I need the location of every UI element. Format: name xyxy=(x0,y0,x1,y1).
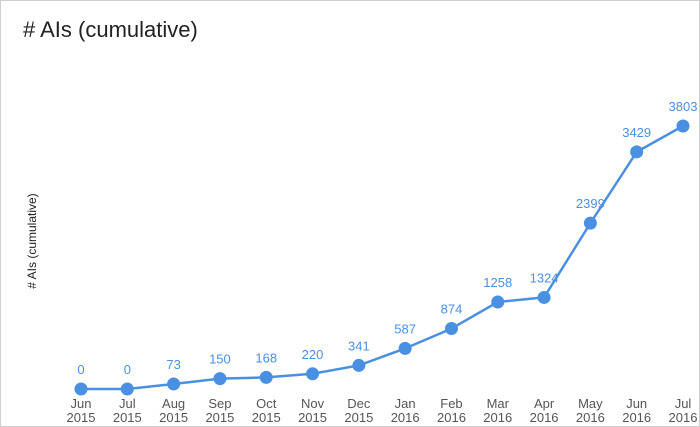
data-point xyxy=(583,216,597,230)
x-tick-label-year: 2015 xyxy=(159,410,188,425)
data-label: 1258 xyxy=(483,275,512,290)
x-tick-label-year: 2016 xyxy=(391,410,420,425)
x-tick-label-month: Jul xyxy=(675,396,692,411)
data-label: 0 xyxy=(77,362,84,377)
data-point xyxy=(676,119,690,133)
x-tick-label-year: 2015 xyxy=(205,410,234,425)
data-label: 3429 xyxy=(622,125,651,140)
x-tick-label-month: Apr xyxy=(534,396,555,411)
data-point xyxy=(167,377,181,391)
data-label: 168 xyxy=(255,350,277,365)
data-point xyxy=(352,358,366,372)
data-point xyxy=(630,145,644,159)
x-tick-label-month: Sep xyxy=(208,396,231,411)
x-tick-label-year: 2016 xyxy=(437,410,466,425)
data-point xyxy=(213,372,227,386)
x-tick-label-month: Oct xyxy=(256,396,277,411)
data-label: 1324 xyxy=(530,270,559,285)
data-label: 3803 xyxy=(669,99,698,114)
x-tick-label-month: Jan xyxy=(395,396,416,411)
x-tick-label-year: 2015 xyxy=(298,410,327,425)
data-label: 341 xyxy=(348,338,370,353)
x-tick-label-month: Dec xyxy=(347,396,371,411)
x-tick-label-month: Jul xyxy=(119,396,136,411)
data-point xyxy=(120,382,134,396)
x-tick-label-month: May xyxy=(578,396,603,411)
data-point xyxy=(491,295,505,309)
x-tick-label-month: Nov xyxy=(301,396,325,411)
plot-area: 0Jun20150Jul201573Aug2015150Sep2015168Oc… xyxy=(67,99,698,425)
series-line xyxy=(81,124,684,391)
y-axis-label: # AIs (cumulative) xyxy=(25,193,39,288)
x-tick-label-year: 2016 xyxy=(669,410,698,425)
data-point xyxy=(259,370,273,384)
data-label: 220 xyxy=(302,347,324,362)
data-label: 0 xyxy=(124,362,131,377)
data-point xyxy=(537,290,551,304)
x-tick-label-year: 2016 xyxy=(530,410,559,425)
data-label: 874 xyxy=(441,302,463,317)
data-label: 2399 xyxy=(576,196,605,211)
x-tick-label-year: 2016 xyxy=(622,410,651,425)
data-point xyxy=(444,322,458,336)
x-tick-label-month: Jun xyxy=(71,396,92,411)
x-tick-label-year: 2016 xyxy=(483,410,512,425)
data-point xyxy=(74,382,88,396)
data-label: 587 xyxy=(394,321,416,336)
data-point xyxy=(398,341,412,355)
x-tick-label-month: Mar xyxy=(487,396,510,411)
data-label: 73 xyxy=(166,357,180,372)
data-label: 150 xyxy=(209,352,231,367)
x-tick-label-year: 2016 xyxy=(576,410,605,425)
x-tick-label-year: 2015 xyxy=(67,410,96,425)
x-tick-label-month: Aug xyxy=(162,396,185,411)
chart-title: # AIs (cumulative) xyxy=(23,17,198,42)
x-tick-label-month: Jun xyxy=(626,396,647,411)
data-point xyxy=(306,367,320,381)
x-tick-label-year: 2015 xyxy=(344,410,373,425)
x-tick-label-month: Feb xyxy=(440,396,462,411)
x-tick-label-year: 2015 xyxy=(113,410,142,425)
x-tick-label-year: 2015 xyxy=(252,410,281,425)
